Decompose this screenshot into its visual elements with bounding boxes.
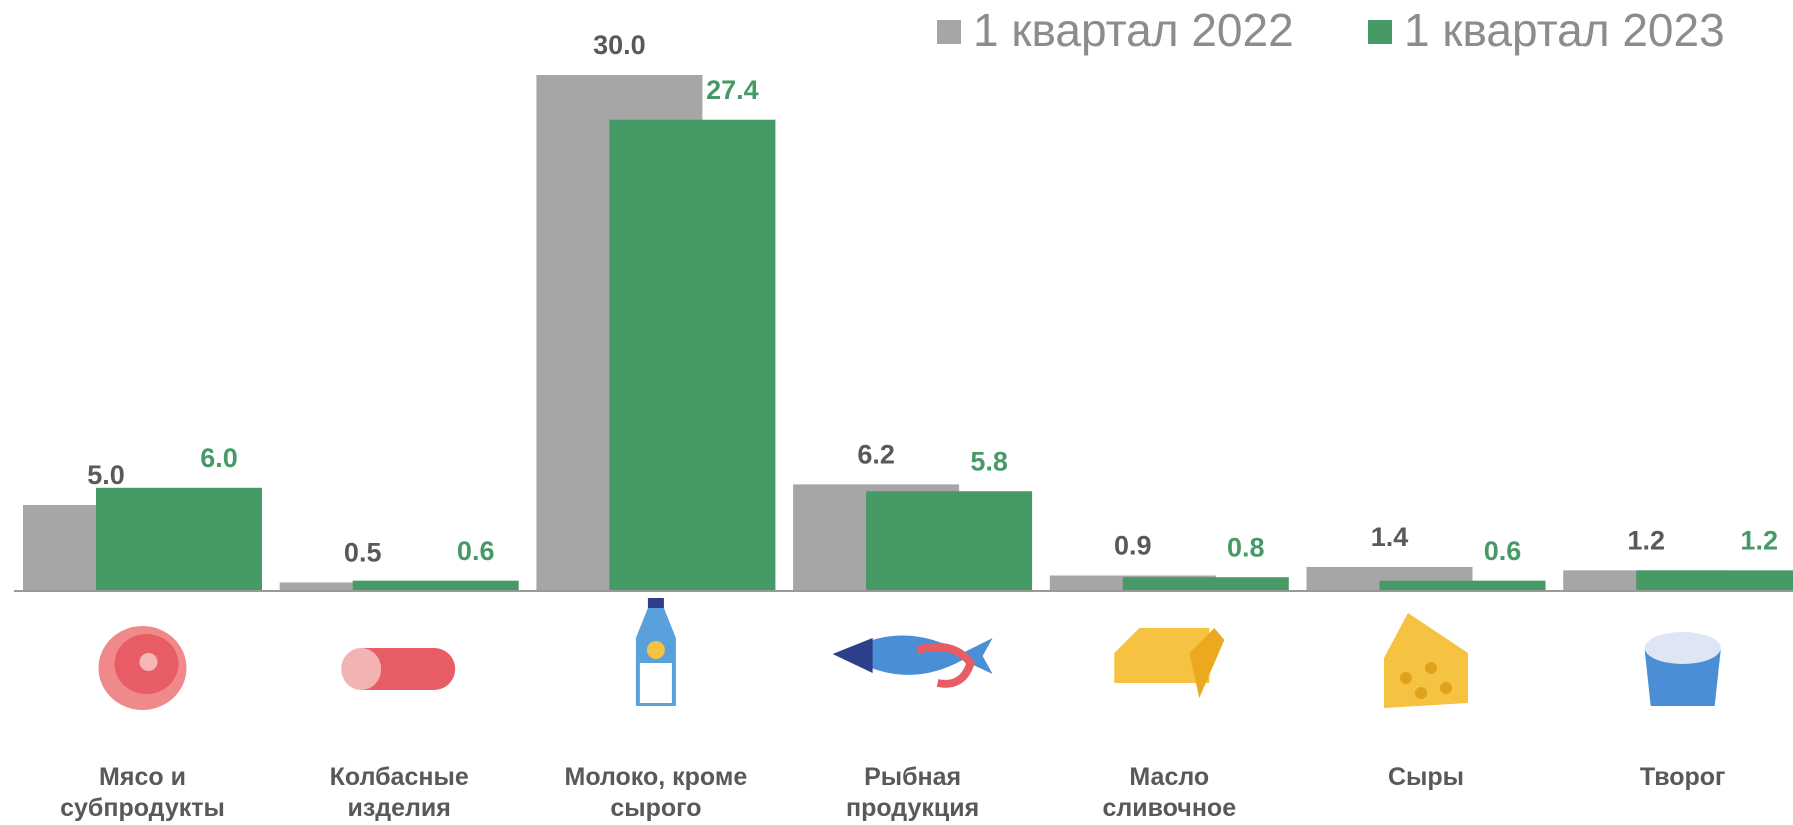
bar <box>866 491 1033 591</box>
icon-part <box>1644 632 1721 664</box>
icon-part <box>1644 650 1721 706</box>
icon-part <box>139 653 158 671</box>
category-label: Сыры <box>1387 763 1465 791</box>
data-label: 0.6 <box>1484 536 1522 566</box>
icon-part <box>1400 672 1412 684</box>
bar <box>609 119 776 591</box>
data-label: 6.2 <box>857 439 895 469</box>
legend-swatch <box>1368 20 1392 44</box>
icon-part <box>1114 628 1210 683</box>
icon-part <box>639 663 672 703</box>
bar <box>1379 580 1546 591</box>
bar <box>352 580 519 591</box>
legend-label: 1 квартал 2022 <box>973 4 1294 56</box>
category-label: Творог <box>1639 763 1726 791</box>
icon <box>1644 632 1721 706</box>
icon-part <box>916 643 976 688</box>
bar <box>1636 570 1793 591</box>
icon-part <box>647 598 664 608</box>
category-label: Мясо и субпродукты <box>60 763 225 822</box>
bar <box>1122 577 1289 591</box>
icon <box>1114 628 1225 698</box>
data-label: 1.2 <box>1627 525 1665 555</box>
data-label: 1.4 <box>1371 522 1409 552</box>
category-label: Рыбная продукция <box>845 763 980 822</box>
category-label: Колбасные изделия <box>329 763 469 822</box>
icon <box>341 648 456 690</box>
icon-part <box>1415 687 1427 699</box>
data-label: 0.5 <box>344 538 382 568</box>
icon-part <box>832 638 873 673</box>
legend-swatch <box>937 20 961 44</box>
bar <box>96 487 262 591</box>
icon-part <box>1425 662 1437 674</box>
category-label: Молоко, кроме сырого <box>564 763 748 822</box>
icon <box>635 598 676 706</box>
icon <box>98 626 187 710</box>
icon-part <box>341 648 382 690</box>
data-label: 1.2 <box>1740 525 1778 555</box>
icon <box>832 635 993 688</box>
data-label: 0.9 <box>1114 531 1152 561</box>
data-label: 0.6 <box>457 536 495 566</box>
icon-part <box>1440 682 1452 694</box>
icon-part <box>842 635 993 675</box>
legend-label: 1 квартал 2023 <box>1404 4 1725 56</box>
data-label: 5.8 <box>970 446 1008 476</box>
icon-part <box>646 641 665 659</box>
data-label: 30.0 <box>593 30 646 60</box>
category-label: Масло сливочное <box>1102 763 1237 822</box>
icon <box>1384 613 1468 708</box>
icon-part <box>1189 628 1225 698</box>
data-label: 6.0 <box>200 443 238 473</box>
data-label: 27.4 <box>706 75 759 105</box>
data-label: 0.8 <box>1227 532 1265 562</box>
data-label: 5.0 <box>87 460 125 490</box>
